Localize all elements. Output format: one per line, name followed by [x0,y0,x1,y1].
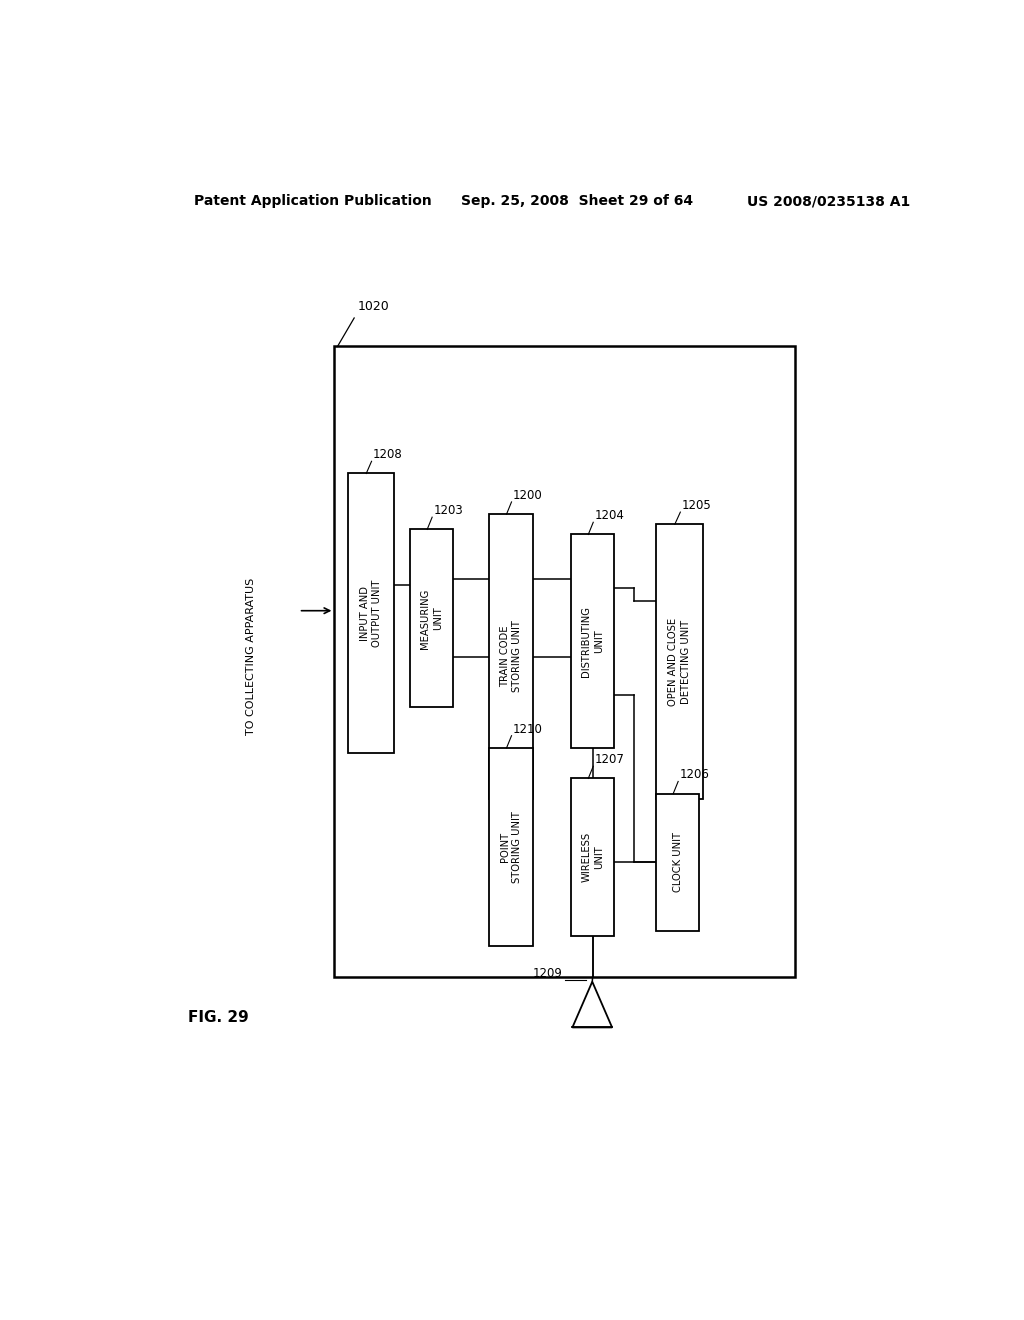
Bar [570,535,614,748]
Text: US 2008/0235138 A1: US 2008/0235138 A1 [748,194,910,209]
Bar [489,515,532,799]
Bar [489,748,532,946]
Text: WIRELESS
UNIT: WIRELESS UNIT [582,832,604,882]
Text: DISTRIBUTING
UNIT: DISTRIBUTING UNIT [582,606,604,677]
Text: OPEN AND CLOSE
DETECTING UNIT: OPEN AND CLOSE DETECTING UNIT [669,618,691,706]
Text: 1205: 1205 [682,499,712,512]
Bar [570,779,614,936]
Bar [655,793,699,931]
Text: 1209: 1209 [534,966,563,979]
Text: INPUT AND
OUTPUT UNIT: INPUT AND OUTPUT UNIT [359,579,382,647]
Text: 1203: 1203 [434,504,464,517]
Text: Patent Application Publication: Patent Application Publication [194,194,432,209]
Text: 1210: 1210 [513,723,543,735]
Bar [334,346,795,977]
Text: Sep. 25, 2008  Sheet 29 of 64: Sep. 25, 2008 Sheet 29 of 64 [461,194,693,209]
Text: CLOCK UNIT: CLOCK UNIT [673,832,683,892]
Text: TRAIN CODE
STORING UNIT: TRAIN CODE STORING UNIT [500,620,522,693]
Text: 1207: 1207 [595,754,625,766]
Text: 1206: 1206 [680,768,710,781]
Text: POINT
STORING UNIT: POINT STORING UNIT [500,810,522,883]
Text: TO COLLECTING APPARATUS: TO COLLECTING APPARATUS [246,578,256,735]
Text: MEASURING
UNIT: MEASURING UNIT [421,589,442,648]
Bar [655,524,703,799]
Text: FIG. 29: FIG. 29 [187,1010,248,1024]
Text: 1200: 1200 [513,488,543,502]
Bar [410,529,454,708]
Text: 1204: 1204 [595,510,625,523]
Bar [348,474,394,752]
Text: 1208: 1208 [373,449,402,461]
Text: 1020: 1020 [358,300,390,313]
